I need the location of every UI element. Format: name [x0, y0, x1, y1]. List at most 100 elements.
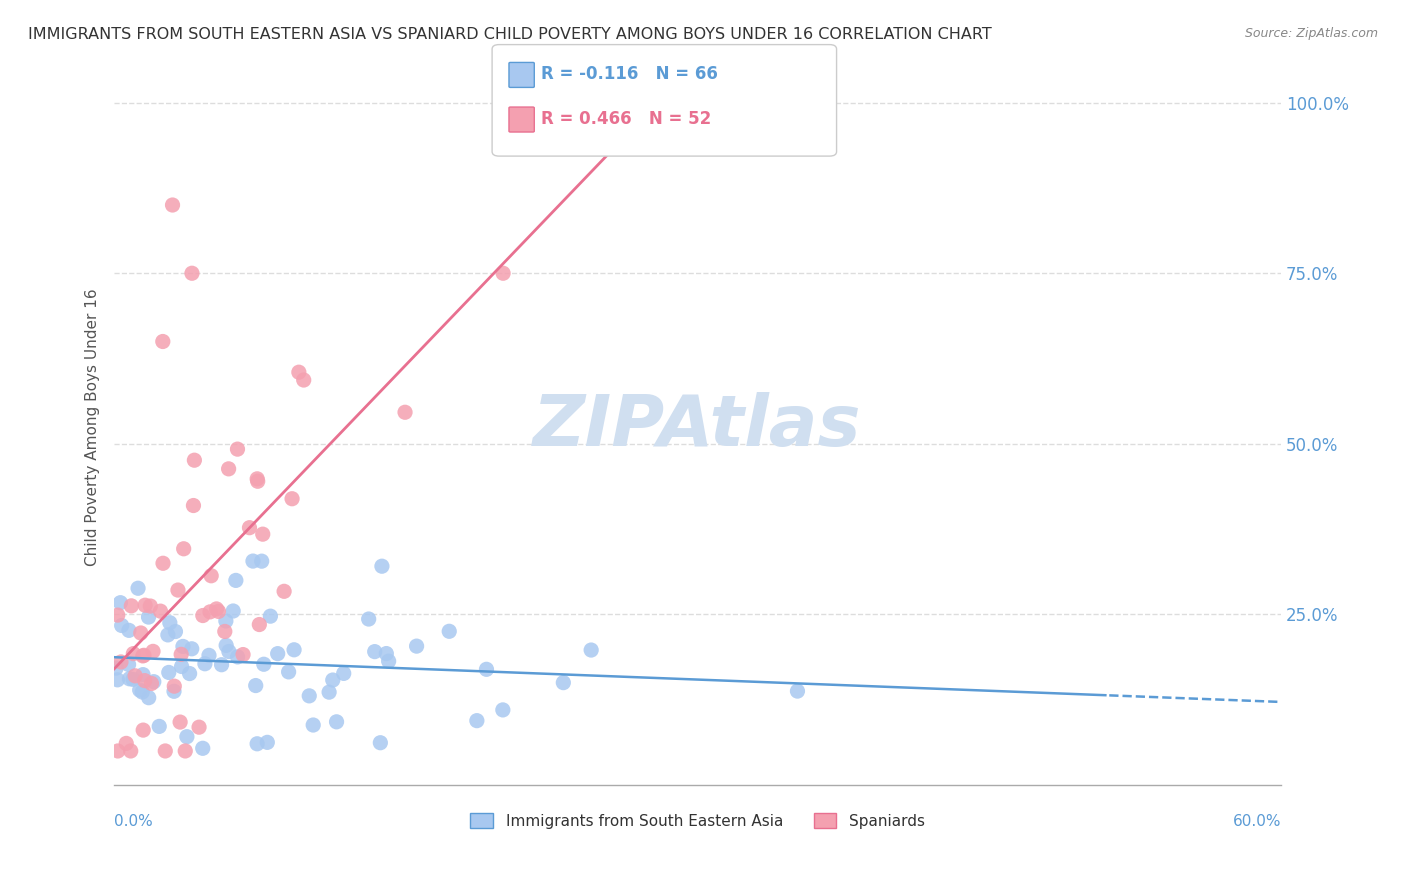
Point — [332, 666, 354, 681]
Point — [256, 735, 278, 749]
Point — [107, 744, 129, 758]
Point — [222, 604, 245, 618]
Point — [188, 720, 211, 734]
Text: Source: ZipAtlas.com: Source: ZipAtlas.com — [1244, 27, 1378, 40]
Point — [405, 639, 427, 653]
Point — [115, 736, 138, 750]
Text: IMMIGRANTS FROM SOUTH EASTERN ASIA VS SPANIARD CHILD POVERTY AMONG BOYS UNDER 16: IMMIGRANTS FROM SOUTH EASTERN ASIA VS SP… — [28, 27, 991, 42]
Point — [138, 610, 160, 624]
Point — [226, 442, 249, 457]
Point — [232, 648, 254, 662]
Point — [131, 685, 153, 699]
Point — [149, 604, 172, 618]
Point — [475, 662, 498, 676]
Point — [364, 645, 387, 659]
Point — [152, 556, 174, 570]
Point — [180, 641, 202, 656]
Point — [226, 649, 249, 664]
Point — [139, 599, 162, 613]
Point — [218, 644, 240, 658]
Text: R = -0.116   N = 66: R = -0.116 N = 66 — [541, 65, 718, 83]
Point — [118, 624, 141, 638]
Point — [439, 624, 461, 639]
Point — [246, 737, 269, 751]
Point — [194, 657, 217, 671]
Point — [215, 614, 238, 628]
Point — [492, 266, 515, 280]
Point — [207, 604, 229, 618]
Point — [191, 741, 214, 756]
Point — [142, 674, 165, 689]
Point — [318, 685, 340, 699]
Point — [214, 624, 236, 639]
Point — [277, 665, 299, 679]
Point — [325, 714, 347, 729]
Point — [375, 647, 398, 661]
Point — [157, 665, 180, 680]
Point — [245, 679, 267, 693]
Point — [127, 581, 149, 595]
Point — [148, 719, 170, 733]
Point — [120, 599, 142, 613]
Text: 0.0%: 0.0% — [114, 814, 153, 829]
Point — [120, 744, 142, 758]
Point — [163, 679, 186, 693]
Point — [492, 703, 515, 717]
Text: R = 0.466   N = 52: R = 0.466 N = 52 — [541, 110, 711, 128]
Point — [181, 266, 204, 280]
Point — [288, 365, 311, 379]
Point — [172, 640, 194, 654]
Point — [370, 736, 392, 750]
Point — [111, 618, 134, 632]
Point — [134, 673, 156, 688]
Point — [183, 453, 205, 467]
Point — [129, 626, 152, 640]
Point — [170, 648, 193, 662]
Point — [163, 684, 186, 698]
Point — [156, 628, 179, 642]
Point — [238, 521, 260, 535]
Point — [167, 583, 190, 598]
Point — [179, 666, 201, 681]
Point — [218, 462, 240, 476]
Point — [134, 598, 156, 612]
Point — [394, 405, 416, 419]
Point — [165, 624, 187, 639]
Point — [273, 584, 295, 599]
Point — [132, 723, 155, 738]
Point — [128, 683, 150, 698]
Point — [107, 608, 129, 623]
Point — [371, 559, 394, 574]
Point — [183, 499, 205, 513]
Point — [162, 198, 184, 212]
Point — [107, 673, 129, 687]
Point — [225, 574, 247, 588]
Point — [169, 715, 191, 730]
Point — [132, 648, 155, 663]
Point — [211, 657, 233, 672]
Point — [322, 673, 344, 687]
Point — [302, 718, 325, 732]
Point — [191, 608, 214, 623]
Point — [292, 373, 315, 387]
Point — [173, 541, 195, 556]
Point — [122, 673, 145, 687]
Text: ZIPAtlas: ZIPAtlas — [533, 392, 862, 461]
Point — [170, 659, 193, 673]
Point — [242, 554, 264, 568]
Point — [117, 657, 139, 672]
Point — [124, 669, 146, 683]
Point — [246, 472, 269, 486]
Point — [252, 527, 274, 541]
Point — [110, 655, 132, 669]
Point — [198, 605, 221, 619]
Point — [142, 644, 165, 658]
Point — [200, 568, 222, 582]
Point — [176, 730, 198, 744]
Point — [141, 676, 163, 690]
Point — [786, 684, 808, 698]
Point — [118, 672, 141, 686]
Point — [198, 648, 221, 663]
Point — [377, 654, 399, 668]
Point — [465, 714, 488, 728]
